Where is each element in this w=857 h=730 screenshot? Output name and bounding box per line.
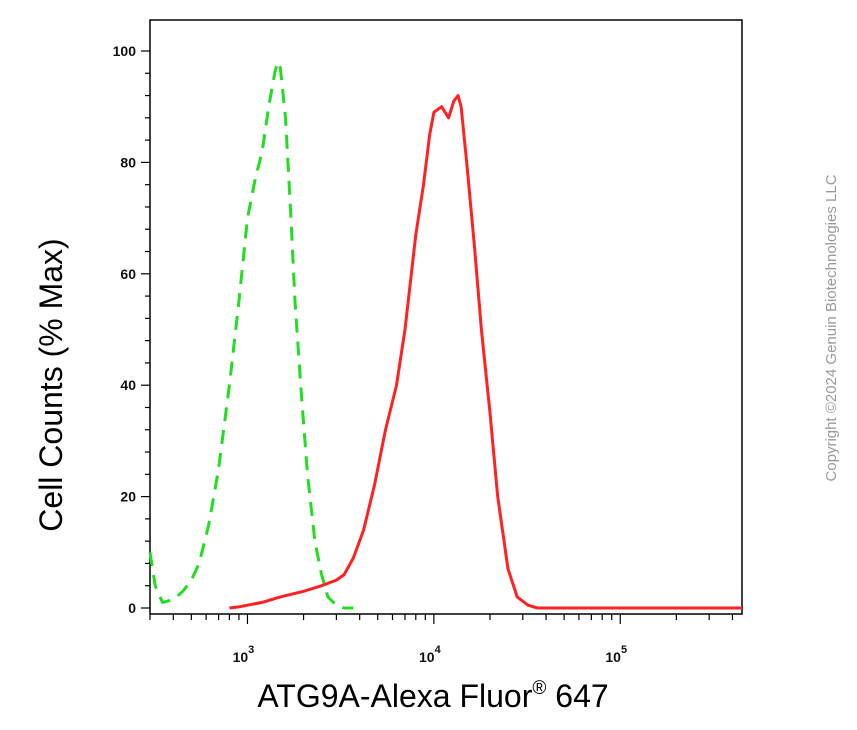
y-axis: 0 20 40 60 80 100 [113, 43, 150, 616]
y-tick-label: 60 [120, 266, 136, 282]
x-axis: 103 104 105 [149, 614, 734, 665]
y-tick-label: 20 [120, 489, 136, 505]
y-tick-label: 100 [113, 43, 137, 59]
series-line-solid [229, 94, 742, 610]
copyright-watermark: Copyright ©2024 Genuin Biotechnologies L… [823, 174, 840, 481]
series-layer [148, 60, 742, 610]
y-tick-label: 80 [120, 154, 136, 170]
y-axis-title: Cell Counts (% Max) [33, 238, 69, 531]
x-axis-title-sup: ® [532, 678, 546, 699]
x-axis-title-main: ATG9A-Alexa Fluor [257, 678, 532, 714]
series-line-dashed [148, 60, 354, 610]
x-tick-exponent: 3 [248, 644, 254, 656]
y-tick-label: 40 [120, 377, 136, 393]
x-tick-exponent: 5 [621, 644, 627, 656]
x-tick-exponent: 4 [435, 644, 442, 656]
x-tick-label: 105 [605, 644, 627, 665]
x-tick-base: 10 [605, 649, 621, 665]
y-tick-label: 0 [128, 600, 136, 616]
x-tick-label: 103 [233, 644, 255, 665]
plot-frame [149, 19, 743, 615]
x-tick-label: 104 [419, 644, 442, 665]
x-axis-title: ATG9A-Alexa Fluor® 647 [257, 678, 608, 714]
x-tick-base: 10 [419, 649, 435, 665]
x-tick-base: 10 [233, 649, 249, 665]
x-axis-title-tail: 647 [546, 678, 608, 714]
